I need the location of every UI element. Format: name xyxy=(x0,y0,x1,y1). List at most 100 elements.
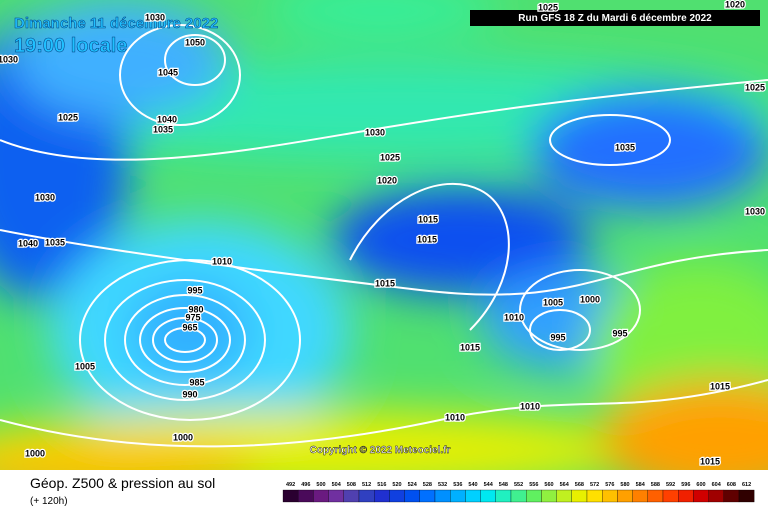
isobar-label: 1030 xyxy=(745,206,765,216)
run-box xyxy=(470,10,760,26)
isobar-label: 1020 xyxy=(725,0,745,9)
isobar-label: 1035 xyxy=(153,124,173,134)
isobar-label: 995 xyxy=(612,328,627,338)
isobar-label: 1045 xyxy=(158,67,178,77)
colorbar-label: 540 xyxy=(468,482,477,488)
isobar-label: 1025 xyxy=(58,112,78,122)
colorbar-label: 568 xyxy=(575,482,584,488)
colorbar-label: 500 xyxy=(316,482,325,488)
colorbar-cell xyxy=(298,489,314,503)
colorbar: 492 496 500 504 508 512 516 520 524 528 532 536 540 5… xyxy=(282,482,755,503)
colorbar-cell xyxy=(358,489,375,503)
colorbar-label: 512 xyxy=(362,482,371,488)
colorbar-label: 612 xyxy=(742,482,751,488)
colorbar-cell xyxy=(708,489,724,503)
colorbar-cell xyxy=(678,489,694,503)
colorbar-label: 520 xyxy=(392,482,401,488)
isobar-label: 1035 xyxy=(615,142,635,152)
colorbar-cell xyxy=(419,489,436,503)
field: Run GFS 18 Z du Mardi 6 décembre 2022 Di… xyxy=(0,0,768,470)
colorbar-label: 508 xyxy=(347,482,356,488)
colorbar-cell xyxy=(541,489,557,503)
colorbar-cell xyxy=(693,489,709,503)
isobar-label: 965 xyxy=(182,322,197,332)
isobar-label: 1010 xyxy=(212,256,232,266)
colorbar-label: 608 xyxy=(727,482,736,488)
isobar-label: 1030 xyxy=(35,192,55,202)
colorbar-cell xyxy=(434,489,451,503)
isobar-label: 1025 xyxy=(380,152,400,162)
colorbar-cell xyxy=(374,489,390,503)
date: Dimanche 11 décembre 2022 xyxy=(14,15,218,32)
colorbar-label: 600 xyxy=(696,482,705,488)
isobar-label: 1040 xyxy=(18,238,38,248)
isobar-label: 995 xyxy=(187,285,202,295)
isobar-label: 1015 xyxy=(460,342,480,352)
colorbar-label: 552 xyxy=(514,482,523,488)
colorbar-label: 604 xyxy=(712,482,722,488)
colorbar-cell xyxy=(404,489,420,503)
isobar-label: 985 xyxy=(189,377,204,387)
colorbar-cell xyxy=(586,489,603,503)
colorbar-label: 492 xyxy=(286,482,295,488)
isobar-label: 1025 xyxy=(745,82,765,92)
isobar-label: 1015 xyxy=(375,278,395,288)
isobar-label: 1010 xyxy=(445,412,465,422)
isobar-label: 1005 xyxy=(75,361,95,371)
colorbar-label: 532 xyxy=(438,482,447,488)
colorbar-label: 564 xyxy=(560,482,570,488)
colorbar-label: 596 xyxy=(681,482,690,488)
colorbar-cell xyxy=(480,489,496,503)
colorbar-label: 536 xyxy=(453,482,462,488)
colorbar-label: 496 xyxy=(301,482,310,488)
colorbar-label: 588 xyxy=(651,482,660,488)
colorbar-label: 584 xyxy=(636,482,646,488)
isobar-label: 1020 xyxy=(377,175,397,185)
colorbar-label: 528 xyxy=(423,482,432,488)
colorbar-label: 504 xyxy=(332,482,342,488)
isobar-label: 1050 xyxy=(185,37,205,47)
isobar-label: 995 xyxy=(550,332,565,342)
isobar-label: 1015 xyxy=(418,214,438,224)
colorbar-cell xyxy=(556,489,572,503)
isobar-label: 1015 xyxy=(700,456,720,466)
colorbar-cell xyxy=(465,489,481,503)
isobar-label: 1015 xyxy=(417,234,437,244)
isobar-label: 1000 xyxy=(173,432,193,442)
isobar-label: 990 xyxy=(182,389,197,399)
isobar-label: 1015 xyxy=(710,381,730,391)
isobar-label: 1000 xyxy=(580,294,600,304)
colorbar-cell xyxy=(328,489,344,503)
isobar-label: 1030 xyxy=(0,54,18,64)
colorbar-label: 548 xyxy=(499,482,508,488)
isobar-label: 1010 xyxy=(520,401,540,411)
colorbar-cell xyxy=(647,489,664,503)
legend-title: Géop. Z500 & pression au sol xyxy=(30,475,215,491)
isobar-label: 1035 xyxy=(45,237,65,247)
colorbar-cell xyxy=(723,489,740,503)
colorbar-cell xyxy=(602,489,618,503)
colorbar-label: 560 xyxy=(544,482,553,488)
run-info: Run GFS 18 Z du Mardi 6 décembre 2022 xyxy=(518,13,712,24)
isobar-label: 1005 xyxy=(543,297,563,307)
colorbar-cell xyxy=(526,489,542,503)
colorbar-cell xyxy=(495,489,512,503)
colorbar-label: 572 xyxy=(590,482,599,488)
colorbar-cell xyxy=(738,489,755,503)
colorbar-cell xyxy=(510,489,527,503)
isobar-label: 1025 xyxy=(538,2,558,12)
colorbar-label: 592 xyxy=(666,482,675,488)
colorbar-label: 576 xyxy=(605,482,614,488)
colorbar-label: 544 xyxy=(484,482,494,488)
colorbar-cell xyxy=(389,489,405,503)
copyright: Copyright © 2022 Meteociel.fr xyxy=(310,445,451,456)
colorbar-cell xyxy=(282,489,299,503)
colorbar-cell xyxy=(571,489,588,503)
isobar-label: 1040 xyxy=(157,114,177,124)
colorbar-cell xyxy=(343,489,360,503)
colorbar-cell xyxy=(450,489,466,503)
isobar-label: 980 xyxy=(188,304,203,314)
colorbar-cell xyxy=(662,489,679,503)
